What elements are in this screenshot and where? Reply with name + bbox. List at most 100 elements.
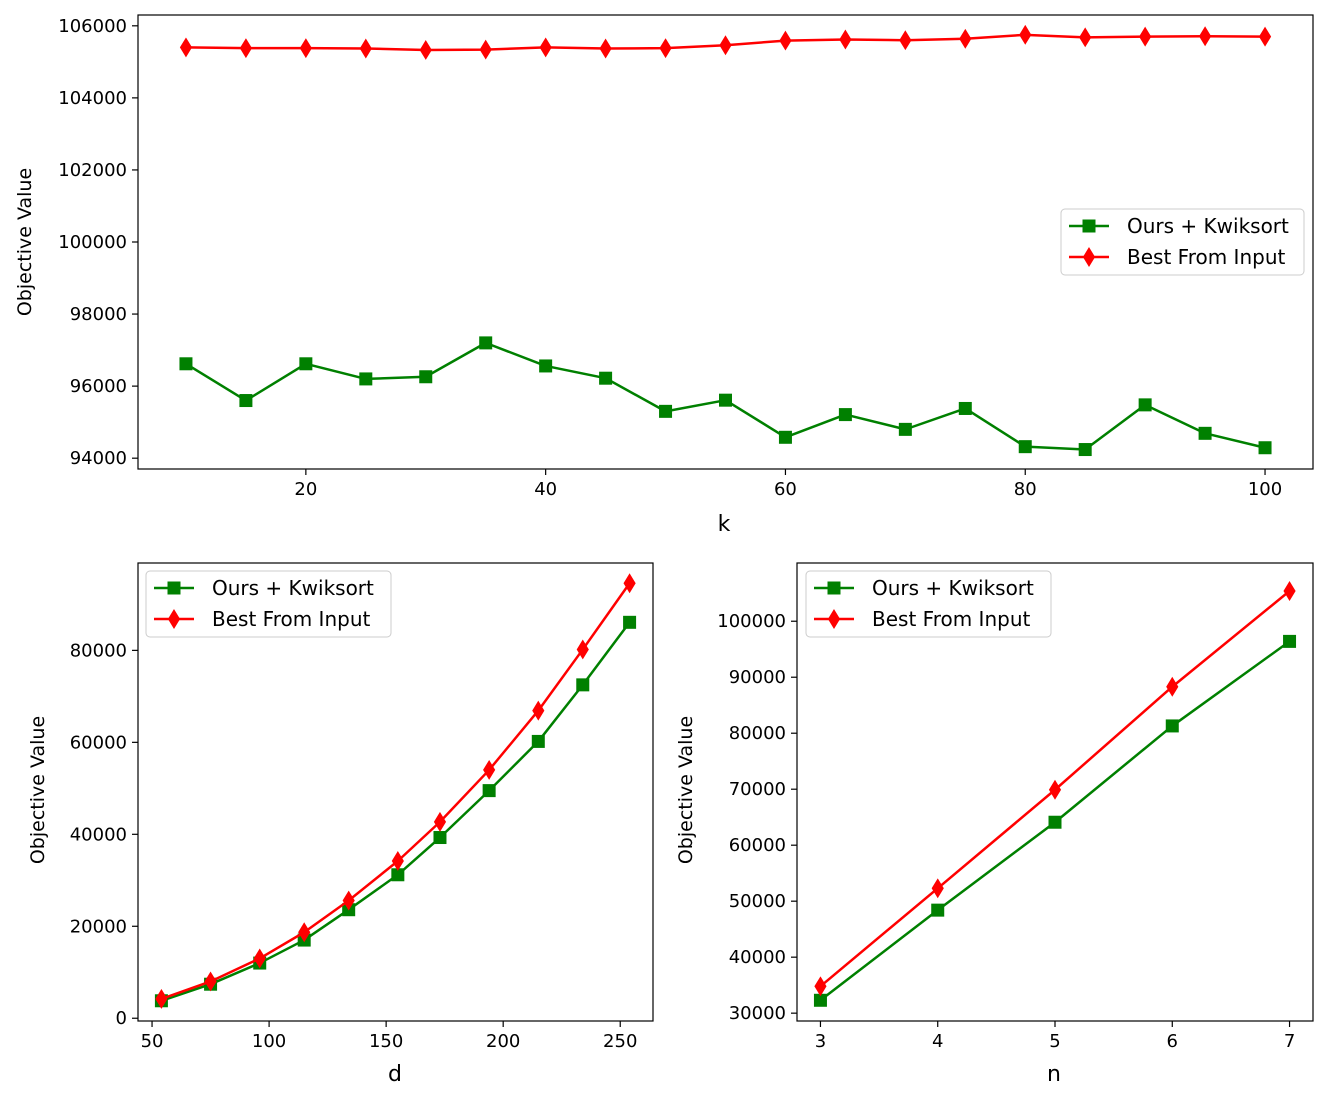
y-tick-label: 60000: [729, 835, 786, 856]
x-tick-label: 200: [486, 1031, 520, 1052]
data-point: [483, 759, 496, 780]
y-tick-label: 102000: [58, 160, 127, 181]
y-tick-label: 30000: [729, 1003, 786, 1024]
legend-box: [805, 570, 1052, 638]
x-tick-label: 40: [534, 479, 557, 500]
legend-marker: [1082, 247, 1096, 267]
data-point: [1048, 779, 1062, 800]
series-best-from-input: [155, 573, 636, 1009]
data-point: [899, 30, 912, 51]
data-point: [253, 948, 266, 969]
x-tick-label: 100: [252, 1031, 286, 1052]
data-point: [719, 35, 732, 56]
data-point: [298, 922, 311, 943]
data-point: [719, 393, 732, 407]
data-point: [931, 903, 945, 917]
data-point: [1138, 398, 1152, 412]
legend-marker: [167, 581, 181, 595]
data-point: [838, 408, 852, 422]
legend-marker: [827, 609, 841, 629]
data-point: [419, 39, 432, 60]
data-point: [1165, 719, 1179, 733]
series-ours-kwiksort: [179, 336, 1272, 457]
legend: Ours + Kwiksort Best From Input: [805, 570, 1052, 638]
x-tick-label: 20: [294, 479, 317, 500]
legend-item-best-from-input: Best From Input: [814, 607, 1030, 631]
legend-item-ours-kwiksort: Ours + Kwiksort: [154, 576, 374, 600]
data-point: [1078, 443, 1092, 457]
x-tick-label: 6: [1167, 1031, 1178, 1052]
data-point: [659, 38, 672, 59]
chart-panel-n: Objective Value n 3 4 5 6 7 30000 40000 50000 60…: [675, 562, 1314, 1087]
data-point: [779, 30, 792, 51]
plot-frame: [137, 562, 654, 1022]
data-point: [1258, 441, 1272, 455]
data-point: [659, 404, 673, 418]
data-point: [1166, 676, 1179, 697]
data-point: [623, 615, 637, 629]
x-tick-label: 100: [1248, 479, 1282, 500]
series-ours-kwiksort: [813, 634, 1297, 1007]
data-point: [479, 336, 493, 350]
data-point: [482, 784, 496, 798]
legend-label: Ours + Kwiksort: [872, 576, 1034, 600]
data-point: [576, 639, 589, 660]
data-point: [1198, 426, 1212, 440]
legend-item-ours-kwiksort: Ours + Kwiksort: [1069, 214, 1289, 238]
data-point: [1139, 26, 1152, 47]
data-point: [1019, 24, 1032, 45]
data-point: [1258, 26, 1272, 47]
legend: Ours + Kwiksort Best From Input: [1060, 208, 1305, 276]
x-tick-label: 50: [141, 1031, 164, 1052]
y-tick-label: 40000: [70, 824, 127, 845]
data-point: [531, 734, 545, 748]
x-tick-label: 80: [1014, 479, 1037, 500]
y-tick-label: 40000: [729, 947, 786, 968]
data-point: [1283, 581, 1296, 601]
x-tick-label: 250: [603, 1031, 637, 1052]
data-point: [532, 700, 545, 721]
x-tick-label: 5: [1049, 1031, 1060, 1052]
series-best-from-input: [179, 24, 1272, 60]
x-axis-label: d: [388, 1062, 402, 1087]
data-point: [931, 878, 944, 899]
data-point: [433, 811, 447, 832]
legend-label: Best From Input: [212, 607, 370, 631]
data-point: [155, 988, 168, 1009]
data-point: [359, 372, 373, 386]
data-point: [479, 39, 492, 60]
legend-item-best-from-input: Best From Input: [1069, 245, 1285, 269]
data-point: [1079, 27, 1092, 48]
y-axis-label: Objective Value: [675, 716, 697, 864]
data-point: [239, 38, 252, 59]
x-axis-label: n: [1047, 1062, 1061, 1087]
legend-item-best-from-input: Best From Input: [154, 607, 370, 631]
data-point: [1283, 634, 1297, 648]
data-point: [814, 976, 827, 997]
legend-label: Ours + Kwiksort: [212, 576, 374, 600]
y-tick-label: 100000: [58, 232, 127, 253]
x-tick-label: 4: [932, 1031, 943, 1052]
y-tick-label: 70000: [729, 779, 786, 800]
y-tick-label: 60000: [70, 732, 127, 753]
y-tick-label: 104000: [58, 88, 127, 109]
data-point: [1048, 815, 1062, 829]
data-point: [959, 28, 972, 49]
data-point: [898, 422, 912, 436]
legend-marker: [167, 609, 181, 629]
legend-box: [1060, 208, 1305, 276]
data-point: [778, 430, 792, 444]
x-tick-label: 60: [774, 479, 797, 500]
data-point: [1018, 440, 1032, 454]
legend-marker: [827, 581, 841, 595]
data-point: [342, 890, 355, 911]
data-point: [179, 357, 193, 371]
y-axis-label: Objective Value: [27, 716, 49, 864]
chart-panel-k: Objective Value k 20 40 60 80 100 94000 96000 9…: [14, 14, 1314, 537]
y-tick-label: 96000: [70, 376, 127, 397]
y-tick-label: 80000: [70, 640, 127, 661]
data-point: [359, 38, 372, 59]
data-point: [599, 371, 613, 385]
data-point: [299, 357, 313, 371]
